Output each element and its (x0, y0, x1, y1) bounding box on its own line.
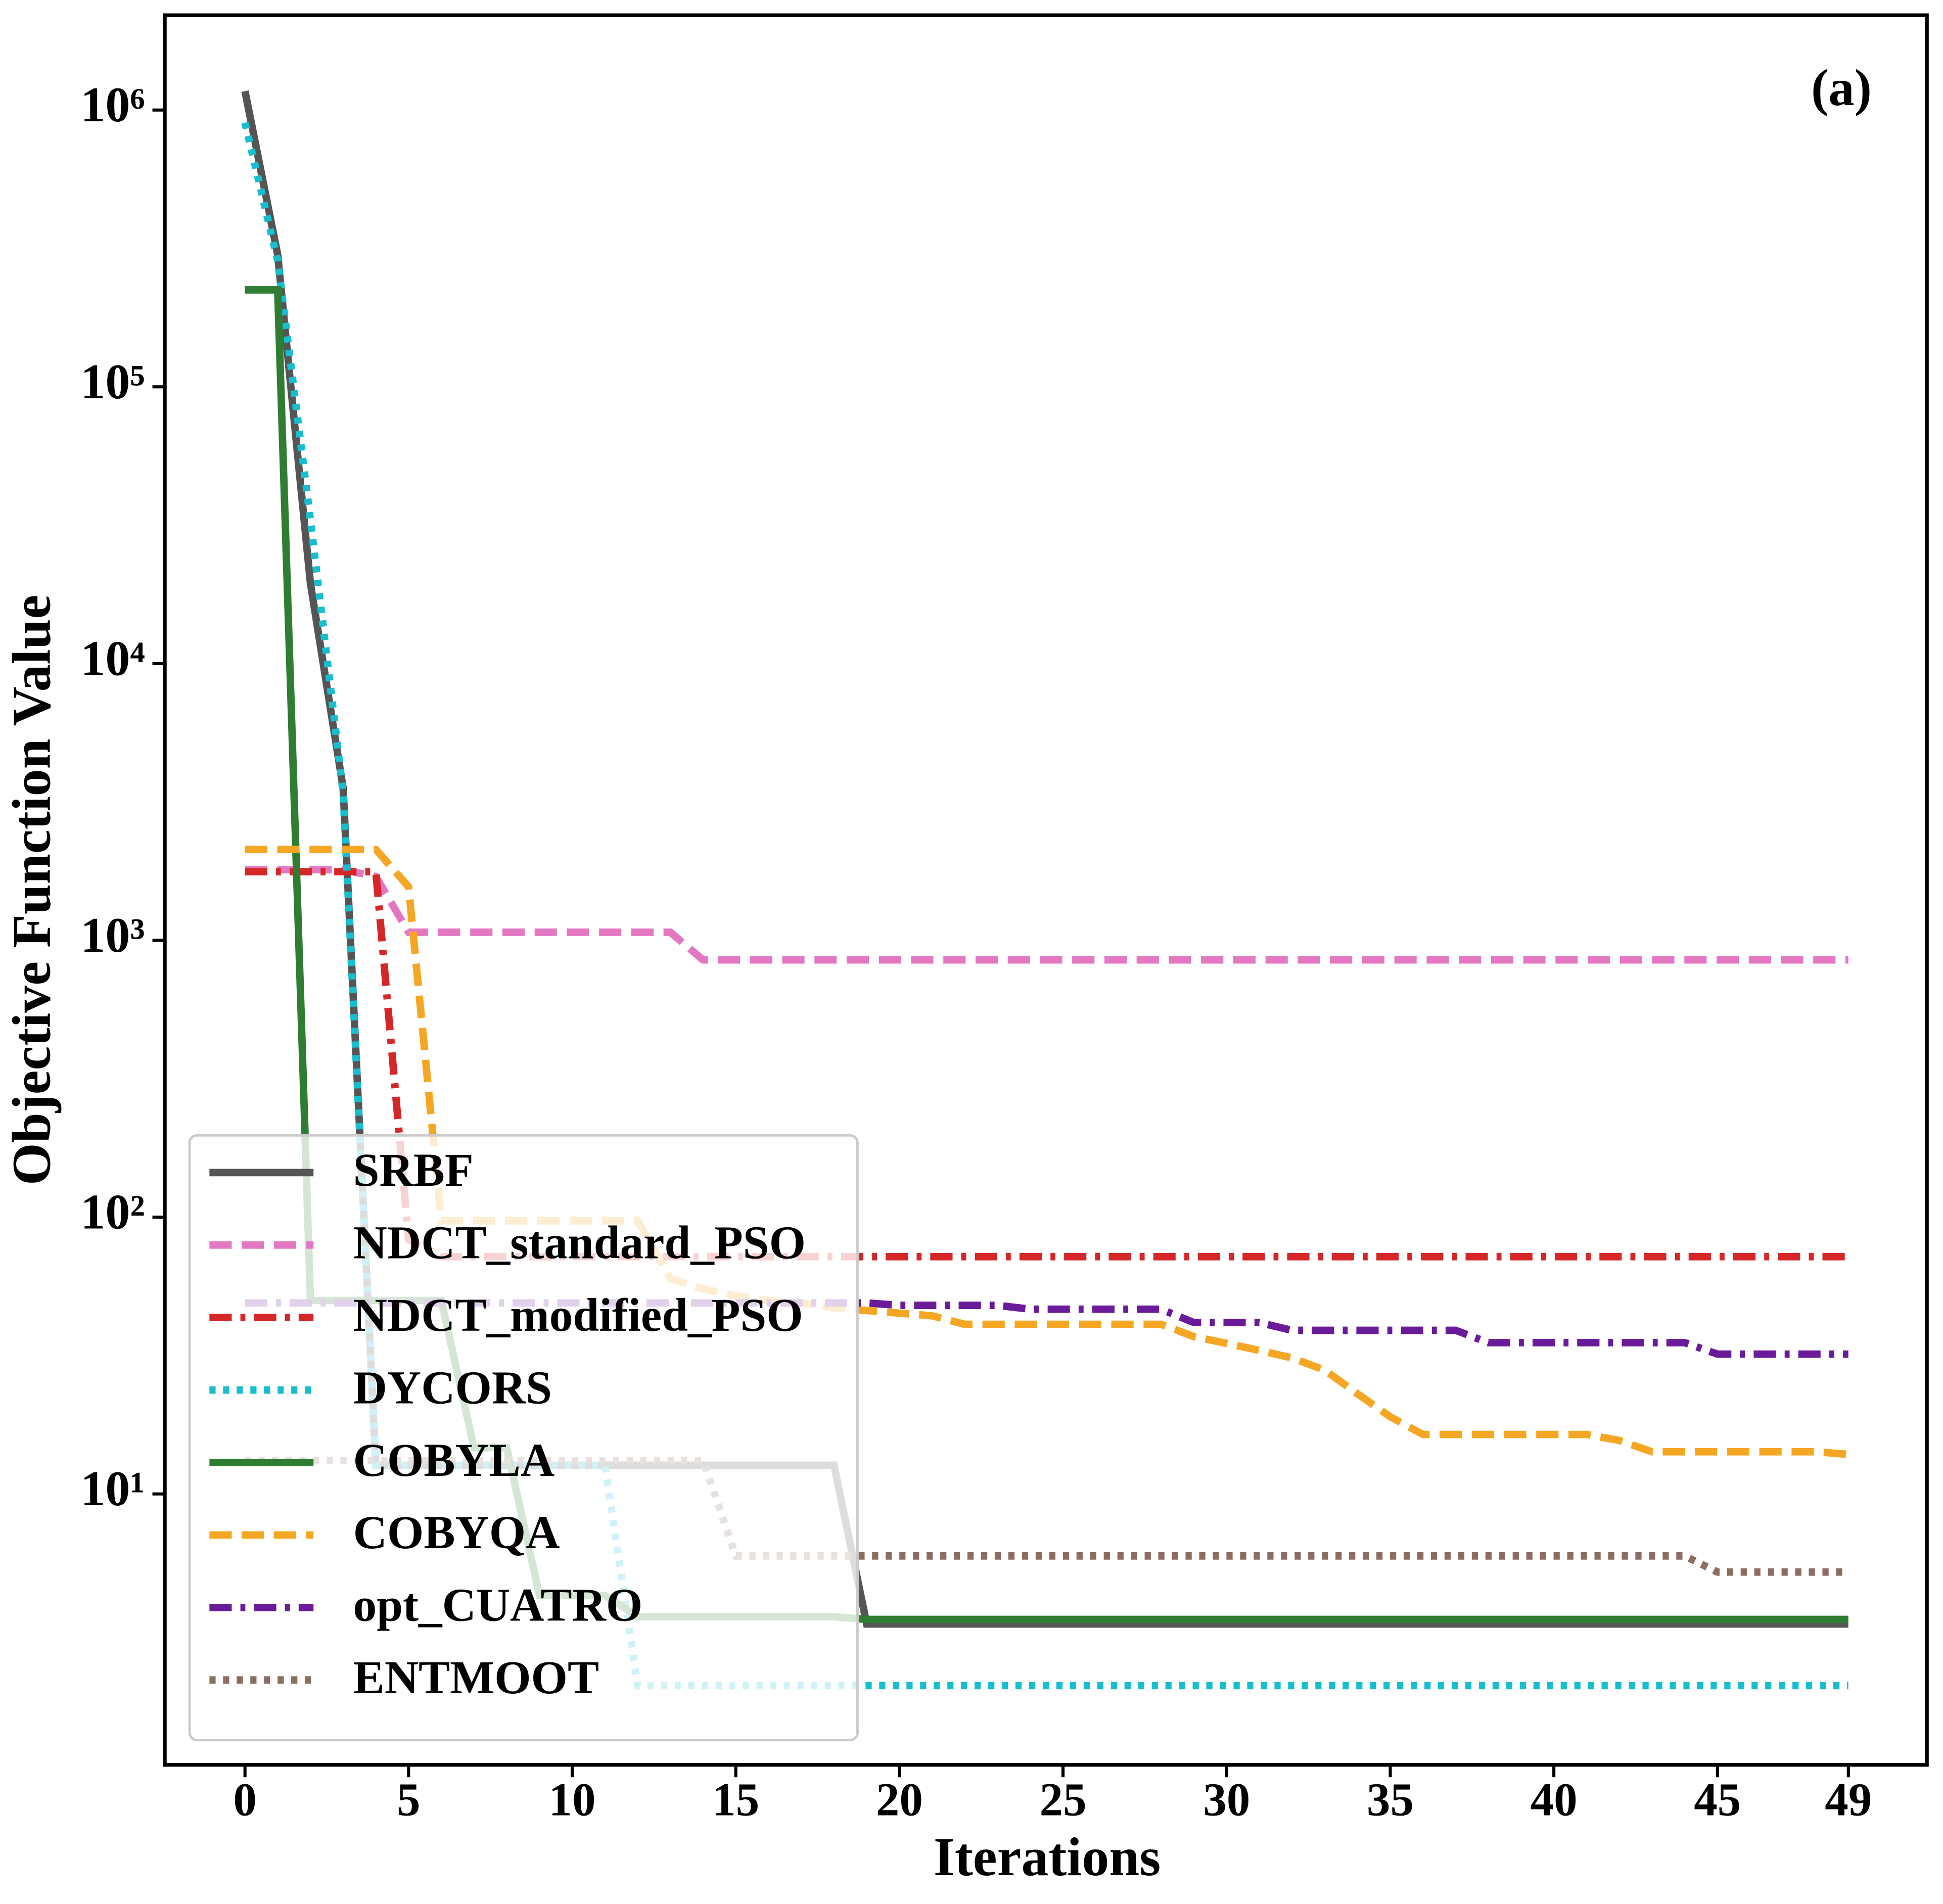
x-tick-label: 0 (233, 1774, 257, 1826)
x-tick-label: 49 (1825, 1774, 1872, 1826)
y-tick-label: 10³ (80, 908, 145, 963)
series-line (245, 866, 1848, 964)
x-tick-label: 25 (1040, 1774, 1087, 1826)
plot-frame (163, 13, 1929, 1767)
legend-label: ENTMOOT (353, 1652, 599, 1704)
panel-label: (a) (1811, 59, 1872, 117)
legend-label: DYCORS (353, 1362, 552, 1414)
x-tick-label: 5 (397, 1774, 421, 1826)
legend-label: NDCT_modified_PSO (353, 1289, 803, 1341)
legend-box (188, 1134, 859, 1742)
y-tick-label: 10⁶ (80, 78, 145, 132)
series-line (245, 1457, 1848, 1576)
x-tick-label: 40 (1531, 1774, 1578, 1826)
y-tick-label: 10² (80, 1185, 145, 1240)
y-tick-label: 10⁴ (80, 631, 145, 686)
x-tick-label: 45 (1694, 1774, 1741, 1826)
y-tick-label: 10⁵ (80, 355, 145, 409)
legend-label: COBYQA (353, 1507, 560, 1559)
series-line (245, 1299, 1848, 1358)
legend-label: NDCT_standard_PSO (353, 1217, 806, 1269)
x-axis-label: Iterations (934, 1827, 1161, 1887)
y-tick-label: 10¹ (80, 1462, 145, 1516)
x-tick-label: 20 (876, 1774, 923, 1826)
x-tick-label: 10 (548, 1774, 595, 1826)
y-axis-label: Objective Function Value (2, 595, 62, 1185)
legend-label: opt_CUATRO (353, 1580, 643, 1632)
x-tick-label: 35 (1367, 1774, 1414, 1826)
legend-label: COBYLA (353, 1434, 555, 1487)
x-tick-label: 15 (712, 1774, 759, 1826)
legend-label: SRBF (353, 1144, 474, 1196)
x-tick-label: 30 (1203, 1774, 1250, 1826)
